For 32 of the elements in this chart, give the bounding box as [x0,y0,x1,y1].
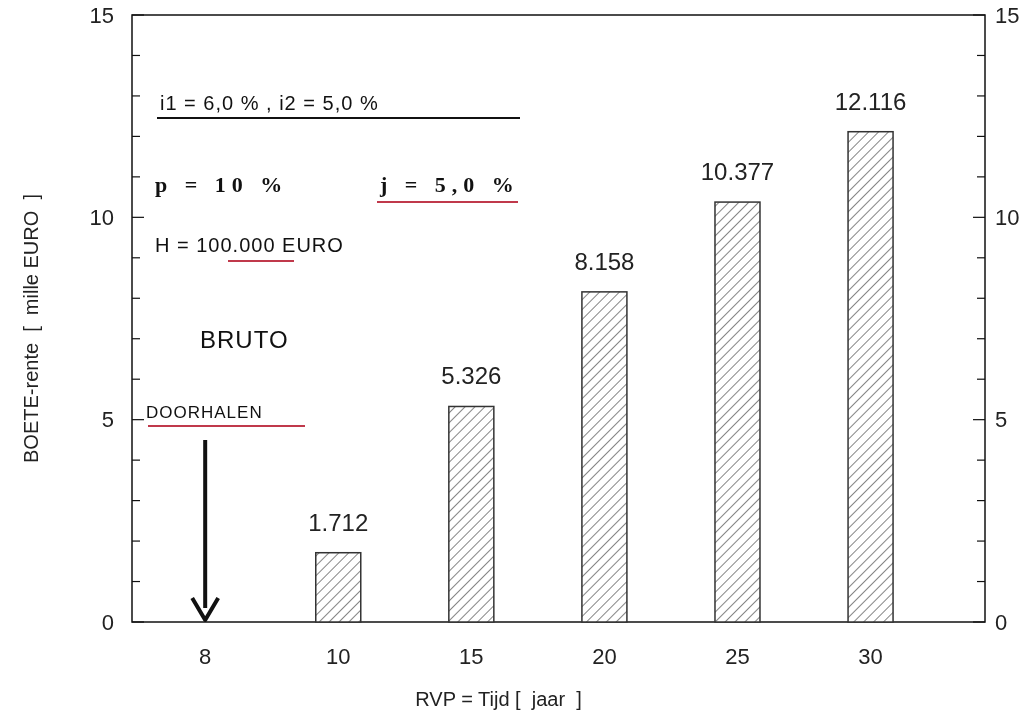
annotation: BRUTO [200,326,289,353]
y2-tick-label: 5 [995,407,1008,433]
y-tick-label: 0 [101,609,114,635]
data-label: 8.158 [574,247,635,275]
y2-tick-label: 0 [995,609,1008,635]
data-label: 10.377 [700,158,775,186]
annotation: p = 10 % [155,172,289,197]
data-label: 1.712 [308,508,369,536]
y2-tick-label: 15 [995,2,1020,28]
y2-tick-label: 10 [995,205,1020,231]
x-axis-title: RVP = Tijd [ jaar ] [415,688,582,710]
y-tick-label: 10 [89,205,114,231]
data-label: 5.326 [441,362,502,390]
x-tick-label: 20 [592,644,617,669]
annotation: H = 100.000 EURO [155,234,344,256]
annotation: i1 = 6,0 % , i2 = 5,0 % [160,92,379,114]
bar [714,201,761,623]
y-tick-label: 5 [101,407,114,433]
y-tick-label: 15 [89,2,114,28]
annotation: j = 5,0 % [379,172,520,197]
bar [448,405,495,623]
x-tick-label: 30 [858,644,883,669]
y-axis-title: BOETE-rente [ mille EURO ] [20,194,42,463]
x-tick-label: 8 [199,644,212,669]
x-tick-label: 15 [459,644,484,669]
x-tick-label: 10 [326,644,351,669]
x-tick-label: 25 [725,644,750,669]
bar [581,291,628,623]
annotation: DOORHALEN [146,403,263,422]
data-label: 12.116 [834,87,907,115]
bar [847,130,894,623]
bar [315,551,362,623]
